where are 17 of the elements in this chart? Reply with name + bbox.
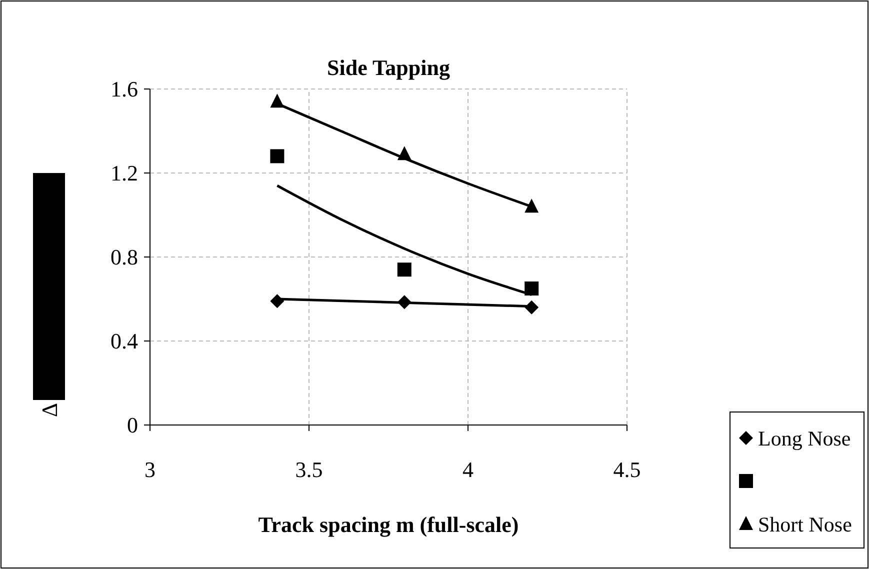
y-tick-label: 0.4 (110, 328, 138, 354)
point (270, 149, 284, 164)
legend-label: Long Nose (758, 426, 851, 450)
x-axis-title: Track spacing m (full-scale) (258, 512, 519, 537)
y-tick-label: 0.8 (110, 244, 138, 270)
x-tick-label: 3 (144, 457, 156, 482)
y-tick-label: 1.2 (110, 160, 138, 186)
x-tick-label: 4.5 (613, 457, 641, 482)
y-tick-label: 0 (127, 412, 138, 438)
chart-title: Side Tapping (327, 55, 450, 80)
point (524, 282, 539, 296)
legend-label: Short Nose (758, 512, 852, 536)
y-axis-title: Δ (37, 402, 62, 418)
x-tick-label: 3.5 (295, 457, 323, 482)
x-tick-label: 4 (462, 457, 474, 482)
point (397, 262, 412, 277)
y-tick-label: 1.6 (110, 76, 138, 102)
